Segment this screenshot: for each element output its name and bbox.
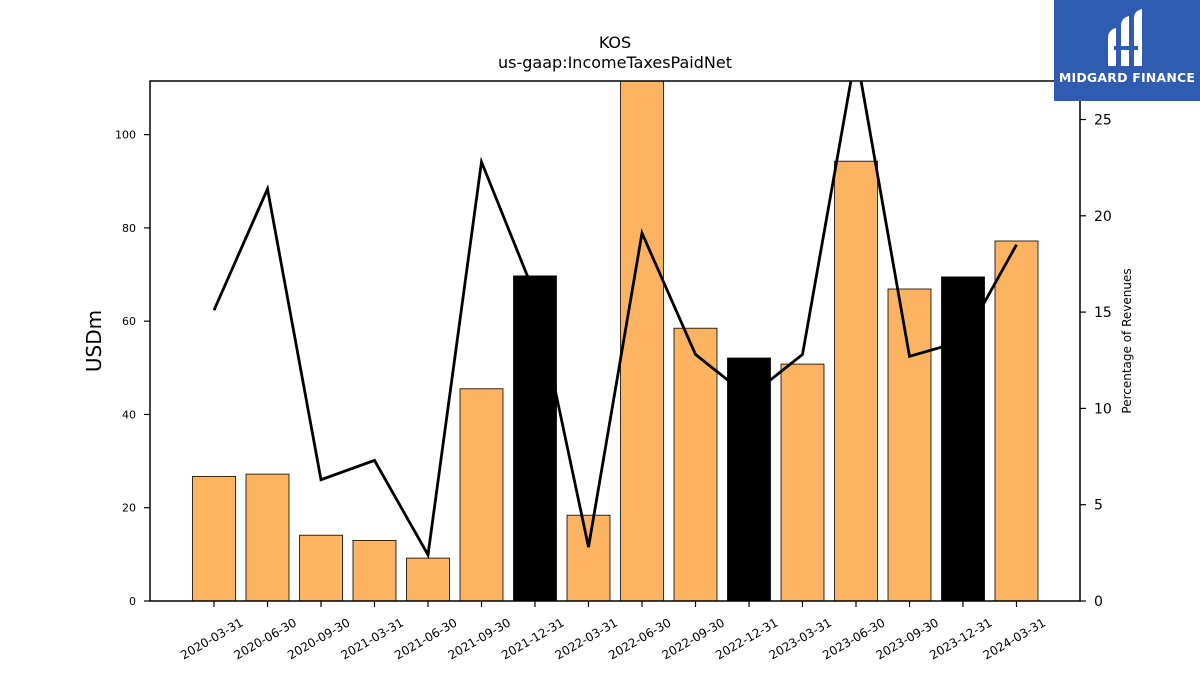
y2-axis-label: Percentage of Revenues — [1120, 268, 1134, 413]
logo-text: MIDGARD FINANCE — [1058, 70, 1196, 85]
y2-tick-label: 15 — [1094, 305, 1112, 321]
chart-subtitle: us-gaap:IncomeTaxesPaidNet — [498, 53, 732, 72]
bar — [994, 240, 1039, 601]
y-tick-label: 20 — [122, 502, 136, 515]
bar — [780, 363, 825, 601]
bar — [941, 276, 985, 601]
y2-tick-label: 0 — [1094, 594, 1103, 610]
bar — [299, 534, 343, 601]
bar — [192, 476, 236, 601]
x-axis: 2020-03-312020-06-302020-09-302021-03-31… — [178, 601, 1048, 662]
bar — [834, 160, 878, 601]
bar-series — [192, 81, 1039, 601]
chart-title: KOS — [599, 33, 631, 52]
bar — [887, 288, 932, 601]
bar — [620, 81, 664, 601]
y-tick-label: 0 — [129, 595, 136, 608]
bar — [352, 540, 397, 601]
y-tick-label: 100 — [115, 129, 136, 142]
bar — [459, 388, 504, 601]
midgard-logo-icon — [1108, 9, 1142, 66]
bar — [673, 327, 718, 601]
line-series — [212, 81, 1018, 560]
brand-logo: MIDGARD FINANCE — [1054, 0, 1200, 101]
bar — [406, 557, 450, 601]
bar — [513, 275, 557, 601]
y-tick-label: 60 — [122, 315, 136, 328]
bar — [727, 357, 771, 601]
y-tick-label: 80 — [122, 222, 136, 235]
plot-frame — [149, 80, 1081, 602]
bar — [566, 514, 611, 601]
y2-tick-label: 5 — [1094, 498, 1103, 514]
y-axis-right: 0 5 10 15 20 25 — [1080, 113, 1112, 610]
y2-tick-label: 25 — [1094, 113, 1112, 129]
bar — [245, 473, 290, 601]
y2-tick-label: 10 — [1094, 401, 1112, 417]
line-path — [212, 81, 1018, 560]
y2-tick-label: 20 — [1094, 209, 1112, 225]
y-axis-label: USDm — [82, 310, 106, 372]
y-tick-label: 40 — [122, 408, 136, 421]
y-axis-left: 0 20 40 60 80 100 — [115, 129, 150, 608]
